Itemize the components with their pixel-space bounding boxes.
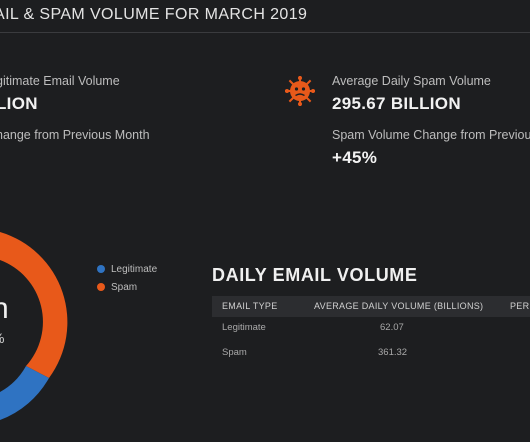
legend-dot-spam	[97, 283, 105, 291]
table-header-row: EMAIL TYPE AVERAGE DAILY VOLUME (BILLION…	[212, 296, 530, 317]
legit-change-label: hange from Previous Month	[0, 128, 150, 142]
spam-change-value: +45%	[332, 148, 378, 167]
legend-item-spam: Spam	[97, 278, 157, 296]
legit-volume-value: LION	[0, 94, 38, 113]
legit-volume-label: gitimate Email Volume	[0, 74, 120, 88]
table-cell-volume: 361.32	[378, 347, 408, 358]
page-title: AIL & SPAM VOLUME FOR MARCH 2019	[0, 6, 308, 23]
donut-segment-legitimate	[0, 366, 49, 420]
chart-legend: Legitimate Spam	[97, 260, 157, 296]
spam-volume-label: Average Daily Spam Volume	[332, 74, 491, 88]
virus-icon	[285, 76, 315, 106]
legend-dot-legitimate	[97, 265, 105, 273]
legend-item-legitimate: Legitimate	[97, 260, 157, 278]
table-cell-volume: 62.07	[380, 322, 404, 333]
table-header-email-type: EMAIL TYPE	[222, 301, 278, 311]
spam-volume-value: 295.67 BILLION	[332, 94, 461, 113]
spam-change-label: Spam Volume Change from Previous	[332, 128, 530, 142]
table-cell-type: Legitimate	[222, 322, 266, 333]
daily-volume-title: DAILY EMAIL VOLUME	[212, 265, 418, 285]
table-cell-type: Spam	[222, 347, 247, 358]
donut-center-sub: %	[0, 330, 4, 346]
donut-center-value: n	[0, 292, 9, 325]
donut-segment-spam	[0, 232, 68, 378]
legend-label: Legitimate	[111, 263, 158, 275]
header-divider	[0, 32, 530, 33]
table-header-average-volume: AVERAGE DAILY VOLUME (BILLIONS)	[314, 301, 484, 311]
legend-label: Spam	[111, 281, 138, 293]
donut-chart	[0, 232, 68, 420]
table-header-percent: PER	[510, 301, 530, 311]
